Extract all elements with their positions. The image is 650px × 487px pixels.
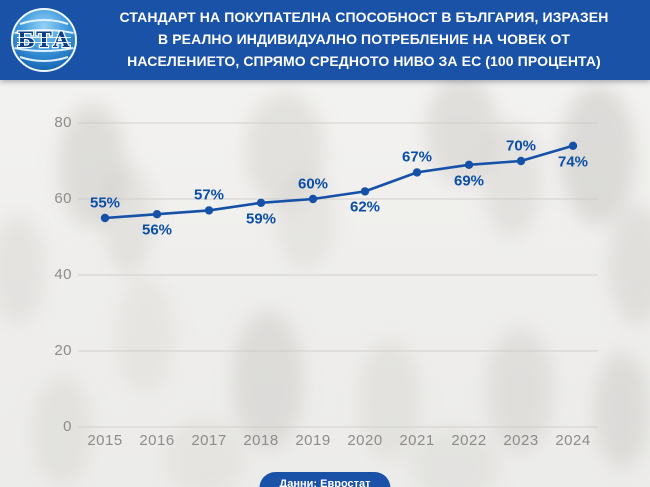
chart-area: 0 20 40 60 80 2015 2016 2017 2018 2019 2020 2021 202… xyxy=(0,80,650,487)
y-axis-tick-label: 80 xyxy=(54,114,72,131)
bta-globe-icon: БТА xyxy=(11,8,77,72)
chart-title-line-2: В РЕАЛНО ИНДИВИДУАЛНО ПОТРЕБЛЕНИЕ НА ЧОВ… xyxy=(158,31,570,47)
data-point-label: 60% xyxy=(297,175,329,193)
y-axis-tick-label: 40 xyxy=(54,266,72,283)
chart-title-line-3: НАСЕЛЕНИЕТО, СПРЯМО СРЕДНОТО НИВО ЗА ЕС … xyxy=(127,53,601,69)
y-axis-tick-label: 0 xyxy=(63,418,72,435)
data-point xyxy=(204,206,214,215)
source-label: Данни: Евростат xyxy=(279,478,371,487)
bta-logo: БТА xyxy=(10,6,78,74)
data-point xyxy=(100,213,110,223)
data-point xyxy=(568,141,578,150)
y-axis-tick-label: 20 xyxy=(54,342,72,359)
data-point xyxy=(360,187,370,196)
data-point-label: 57% xyxy=(193,186,225,204)
x-axis-tick-label: 2020 xyxy=(347,432,383,449)
x-axis-tick-label: 2018 xyxy=(243,432,279,449)
data-point-label: 62% xyxy=(349,198,381,216)
line-chart xyxy=(78,122,598,428)
data-line xyxy=(104,144,574,220)
source-badge: Данни: Евростат xyxy=(259,472,391,487)
x-axis-tick-label: 2016 xyxy=(139,432,175,449)
x-axis-tick-label: 2017 xyxy=(191,432,227,449)
x-axis-tick-label: 2021 xyxy=(399,432,435,449)
data-point xyxy=(152,210,162,219)
data-point-label: 74% xyxy=(557,153,589,171)
data-point-label: 70% xyxy=(505,137,537,155)
x-axis-tick-label: 2022 xyxy=(451,432,487,449)
x-axis-tick-label: 2015 xyxy=(87,432,123,449)
x-axis-tick-label: 2019 xyxy=(295,432,331,449)
data-point xyxy=(412,168,422,177)
chart-title: СТАНДАРТ НА ПОКУПАТЕЛНА СПОСОБНОСТ В БЪЛ… xyxy=(90,6,638,72)
data-point xyxy=(256,198,266,207)
chart-labels: 0 20 40 60 80 2015 2016 2017 2018 2019 2020 2021 202… xyxy=(0,80,650,487)
data-point-label: 59% xyxy=(245,210,277,228)
data-point-label: 69% xyxy=(453,172,485,190)
data-point-label: 67% xyxy=(401,148,433,166)
header: БТА СТАНДАРТ НА ПОКУПАТЕЛНА СПОСОБНОСТ В… xyxy=(0,0,650,80)
chart-title-line-1: СТАНДАРТ НА ПОКУПАТЕЛНА СПОСОБНОСТ В БЪЛ… xyxy=(119,9,609,25)
data-point xyxy=(516,156,526,166)
crowd-photo-background xyxy=(0,80,650,487)
x-axis-tick-label: 2024 xyxy=(555,432,591,449)
data-point xyxy=(308,194,318,204)
y-axis-tick-label: 60 xyxy=(54,190,72,207)
data-point-label: 55% xyxy=(89,194,121,212)
data-point xyxy=(464,160,474,169)
bta-logo-text: БТА xyxy=(17,27,71,52)
data-point-label: 56% xyxy=(141,221,173,239)
x-axis-tick-label: 2023 xyxy=(503,432,539,449)
